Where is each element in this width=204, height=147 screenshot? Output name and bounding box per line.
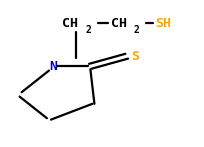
Text: 2: 2 — [85, 25, 91, 35]
Text: 2: 2 — [133, 25, 139, 35]
Text: N: N — [49, 60, 57, 73]
Text: S: S — [130, 50, 138, 63]
Text: CH: CH — [62, 16, 78, 30]
Text: CH: CH — [110, 16, 126, 30]
Text: SH: SH — [154, 16, 170, 30]
